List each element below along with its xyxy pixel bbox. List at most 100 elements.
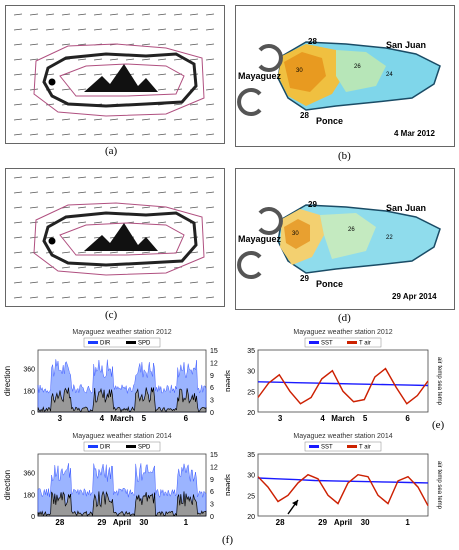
wind-arrow [93,28,103,31]
wind-arrow [173,58,183,61]
y2-tick-label: 9 [210,373,214,380]
map-date: 29 Apr 2014 [392,292,437,301]
wind-arrow [29,103,39,106]
wind-arrow [77,73,87,76]
wind-arrow [125,58,135,61]
y2-tick-label: 3 [210,502,214,509]
wind-arrow [141,296,151,299]
wind-arrow [93,176,103,179]
rotation-arrow-top [258,44,283,72]
wind-arrow [61,13,71,16]
wind-arrow [189,43,199,46]
wind-arrow [205,118,215,121]
mid-zone [320,213,376,259]
wind-arrow [29,73,39,76]
wind-arrow [13,176,23,179]
wind-arrow [125,206,135,209]
wind-arrow [93,73,103,76]
x-tick-label: 4 [320,414,325,423]
legend-label: SPD [138,341,151,347]
wind-arrow [93,296,103,299]
isotherm-label: 26 [354,64,361,70]
wind-arrow [109,28,119,31]
wind-chart-2012: Mayaguez weather station 2012 DIR SPD 3 4 5 6 M… [3,329,230,423]
chart-title: Mayaguez weather station 2012 [72,329,171,336]
wind-arrow [141,73,151,76]
wind-arrow [157,133,167,136]
wind-arrow [77,281,87,284]
x-tick-label: 5 [363,414,368,423]
contour-1 [59,63,185,97]
wind-arrow [77,251,87,254]
legend-label: SST [321,341,333,347]
wind-arrow [189,133,199,136]
wind-arrow [61,28,71,31]
mid-zone [336,50,386,92]
x-tick-label: 29 [318,518,327,527]
wind-arrow [125,118,135,121]
wind-arrow [157,73,167,76]
wind-arrow [141,251,151,254]
wind-arrow [29,206,39,209]
y-axis-label: air temp sea temp [436,461,442,510]
mayaguez-dot [48,237,56,245]
wind-arrow [205,73,215,76]
isotherm-label: 24 [386,72,393,78]
y-tick-label: 25 [247,493,255,500]
legend-label: SPD [138,445,151,451]
wind-arrow [173,191,183,194]
wind-arrow [29,43,39,46]
wind-arrow [173,176,183,179]
wind-arrow [205,58,215,61]
chart-title: Mayaguez weather station 2014 [72,433,171,440]
plot-area [257,453,429,517]
wind-arrow [93,206,103,209]
wind-arrow [173,103,183,106]
legend-swatch [309,445,319,448]
wind-arrow [205,236,215,239]
wind-arrow [109,281,119,284]
wind-arrow [77,88,87,91]
wind-map-2014-svg [13,176,215,299]
y-tick-label: 30 [247,473,255,480]
series-Tair [257,367,429,405]
wind-arrow [205,191,215,194]
x-tick-label: 1 [405,518,410,527]
wind-arrow [125,191,135,194]
wind-arrow [205,296,215,299]
wind-arrow [205,206,215,209]
wind-arrow [45,236,55,239]
rotation-arrow-top [258,207,283,235]
wind-arrow [157,281,167,284]
wind-arrow [61,281,71,284]
wind-arrow [29,176,39,179]
san-juan-label: San Juan [386,203,426,213]
legend-swatch [347,445,357,448]
x-tick-label: 29 [97,518,106,527]
wind-arrow [77,191,87,194]
y-axis-label: direction [3,470,12,500]
legend-label: DIR [100,341,111,347]
wind-arrow [141,221,151,224]
isotherm-label: 30 [296,68,303,74]
wind-arrow [205,251,215,254]
y-axis-label: air temp sea temp [436,357,442,406]
wind-arrow [45,281,55,284]
wind-arrow [61,176,71,179]
temp-map-2014-svg: San Juan Mayaguez Ponce 29 29 30 26 22 2… [237,200,441,301]
legend-swatch [88,341,98,344]
wind-arrow [157,118,167,121]
wind-arrow [109,251,119,254]
wind-arrow [13,251,23,254]
wind-arrow [45,118,55,121]
x-tick-label: 6 [405,414,410,423]
wind-arrow [93,221,103,224]
wind-arrow [109,73,119,76]
temp-chart-2014: Mayaguez weather station 2014 SST T air 28 2… [247,433,442,527]
label-b: (b) [338,150,351,162]
x-tick-label: 6 [184,414,189,423]
wind-arrow [189,281,199,284]
y-tick-label: 180 [23,492,35,499]
x-tick-label: 28 [55,518,64,527]
series-DIR [37,463,207,517]
